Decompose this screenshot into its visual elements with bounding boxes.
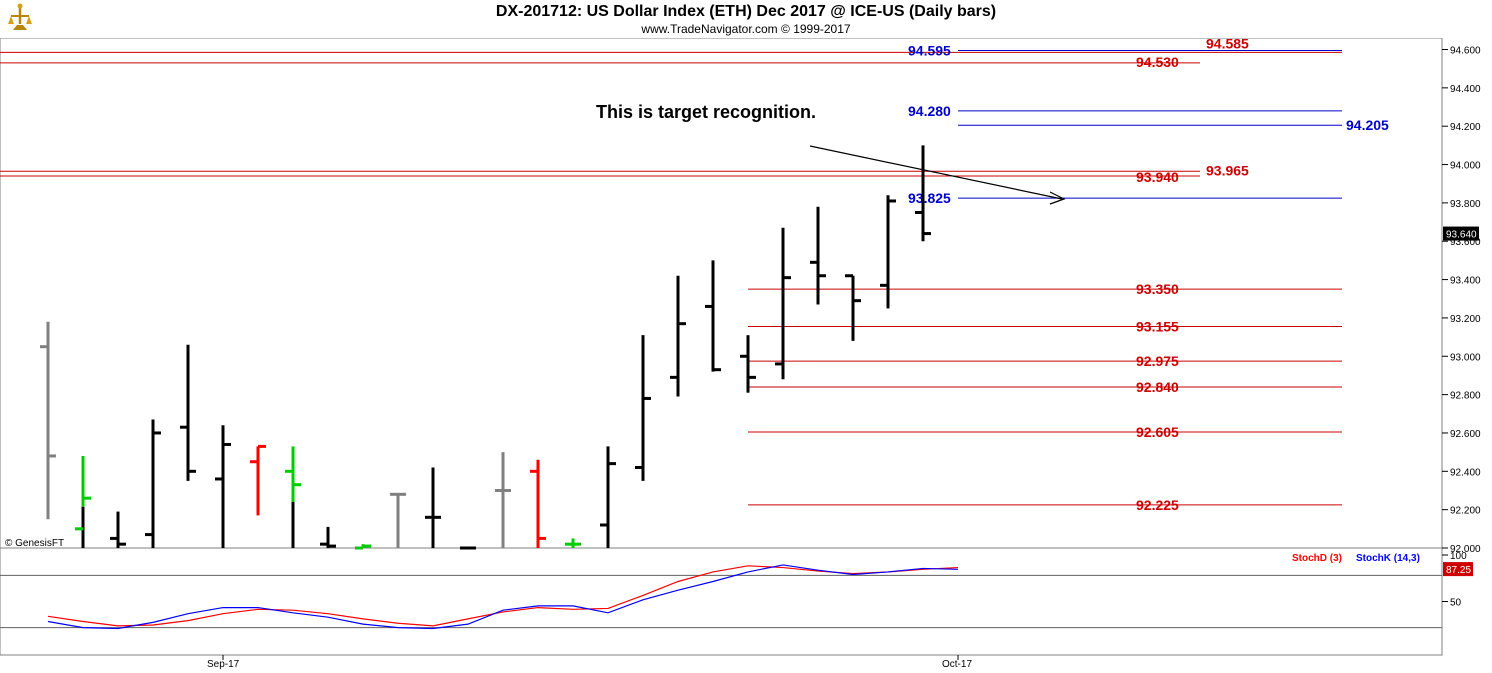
chart-title: DX-201712: US Dollar Index (ETH) Dec 201… bbox=[495, 3, 997, 20]
level-label-red: 94.530 bbox=[1136, 54, 1179, 70]
level-label-red: 92.840 bbox=[1136, 379, 1179, 395]
ohlc-bar bbox=[635, 335, 651, 481]
ohlc-bar bbox=[180, 344, 196, 481]
ohlc-bar bbox=[810, 206, 826, 305]
ohlc-bar bbox=[215, 425, 231, 548]
ohlc-bar bbox=[845, 274, 861, 341]
ohlc-bar bbox=[250, 444, 266, 516]
price-tick-label: 94.000 bbox=[1450, 161, 1481, 172]
x-tick-label: Oct-17 bbox=[942, 659, 972, 670]
ohlc-bar bbox=[40, 321, 56, 520]
price-tick-label: 94.200 bbox=[1450, 122, 1481, 133]
level-label-red: 92.975 bbox=[1136, 353, 1179, 369]
price-tick-label: 92.000 bbox=[1450, 544, 1481, 555]
stoch-legend-k: StochK (14,3) bbox=[1356, 553, 1420, 564]
x-tick-label: Sep-17 bbox=[207, 659, 240, 670]
price-tick-label: 94.400 bbox=[1450, 84, 1481, 95]
price-tick-label: 93.200 bbox=[1450, 314, 1481, 325]
price-tick-label: 92.600 bbox=[1450, 429, 1481, 440]
level-label-red: 93.965 bbox=[1206, 162, 1249, 178]
ohlc-bar bbox=[110, 511, 126, 548]
arrow-head-icon bbox=[1049, 191, 1066, 205]
ohlc-bar bbox=[495, 452, 511, 548]
ohlc-bar bbox=[425, 467, 441, 548]
price-tick-label: 93.000 bbox=[1450, 352, 1481, 363]
last-price-tag bbox=[1443, 226, 1479, 241]
ohlc-bar bbox=[145, 419, 161, 548]
price-pane bbox=[0, 37, 1443, 549]
ohlc-bar bbox=[355, 544, 371, 550]
level-label-red: 92.225 bbox=[1136, 497, 1179, 513]
ohlc-bar bbox=[565, 538, 581, 548]
annotation-text: This is target recognition. bbox=[596, 102, 816, 122]
ohlc-bar bbox=[285, 446, 301, 548]
price-tick-label: 92.400 bbox=[1450, 467, 1481, 478]
ohlc-bar bbox=[75, 455, 91, 548]
ohlc-bar bbox=[915, 145, 931, 242]
stoch-pane bbox=[0, 547, 1443, 656]
level-label-blue: 94.205 bbox=[1346, 117, 1389, 133]
level-label-blue: 94.595 bbox=[908, 42, 951, 58]
watermark: © GenesisFT bbox=[5, 538, 64, 549]
ohlc-bar bbox=[390, 492, 406, 548]
level-label-red: 93.350 bbox=[1136, 281, 1179, 297]
chart-subtitle: www.TradeNavigator.com © 1999-2017 bbox=[641, 22, 851, 36]
stoch-series-line bbox=[47, 565, 959, 627]
level-label-red: 93.940 bbox=[1136, 169, 1179, 185]
ohlc-bar bbox=[880, 195, 896, 309]
price-tick-label: 93.600 bbox=[1450, 237, 1481, 248]
ohlc-bar bbox=[775, 227, 791, 380]
price-axis bbox=[1442, 38, 1492, 655]
level-label-red: 93.155 bbox=[1136, 319, 1179, 335]
stoch-last-tag bbox=[1443, 562, 1473, 577]
level-label-red: 92.605 bbox=[1136, 424, 1179, 440]
ohlc-bar bbox=[320, 526, 336, 548]
level-label-red: 94.585 bbox=[1206, 35, 1249, 51]
price-tick-label: 92.800 bbox=[1450, 391, 1481, 402]
stoch-tick-label: 100 bbox=[1450, 551, 1467, 562]
price-tick-label: 92.200 bbox=[1450, 506, 1481, 517]
price-tick-label: 93.400 bbox=[1450, 276, 1481, 287]
last-price-label: 93.640 bbox=[1446, 230, 1477, 241]
ohlc-bar bbox=[705, 260, 721, 372]
trade-navigator-logo-icon bbox=[8, 3, 32, 30]
ohlc-bar bbox=[530, 459, 546, 548]
stoch-tick-label: 50 bbox=[1450, 598, 1462, 609]
price-tick-label: 93.800 bbox=[1450, 199, 1481, 210]
stoch-last-label: 87.25 bbox=[1446, 565, 1471, 576]
ohlc-bar bbox=[670, 275, 686, 397]
ohlc-bar bbox=[600, 446, 616, 548]
ohlc-bar bbox=[740, 335, 756, 393]
price-tick-label: 94.600 bbox=[1450, 46, 1481, 57]
stoch-legend-d: StochD (3) bbox=[1292, 553, 1342, 564]
chart-header: DX-201712: US Dollar Index (ETH) Dec 201… bbox=[0, 0, 1492, 38]
level-label-blue: 94.280 bbox=[908, 103, 951, 119]
stoch-series-line bbox=[47, 564, 959, 630]
annotation-arrow bbox=[809, 145, 1063, 200]
level-label-blue: 93.825 bbox=[908, 190, 951, 206]
